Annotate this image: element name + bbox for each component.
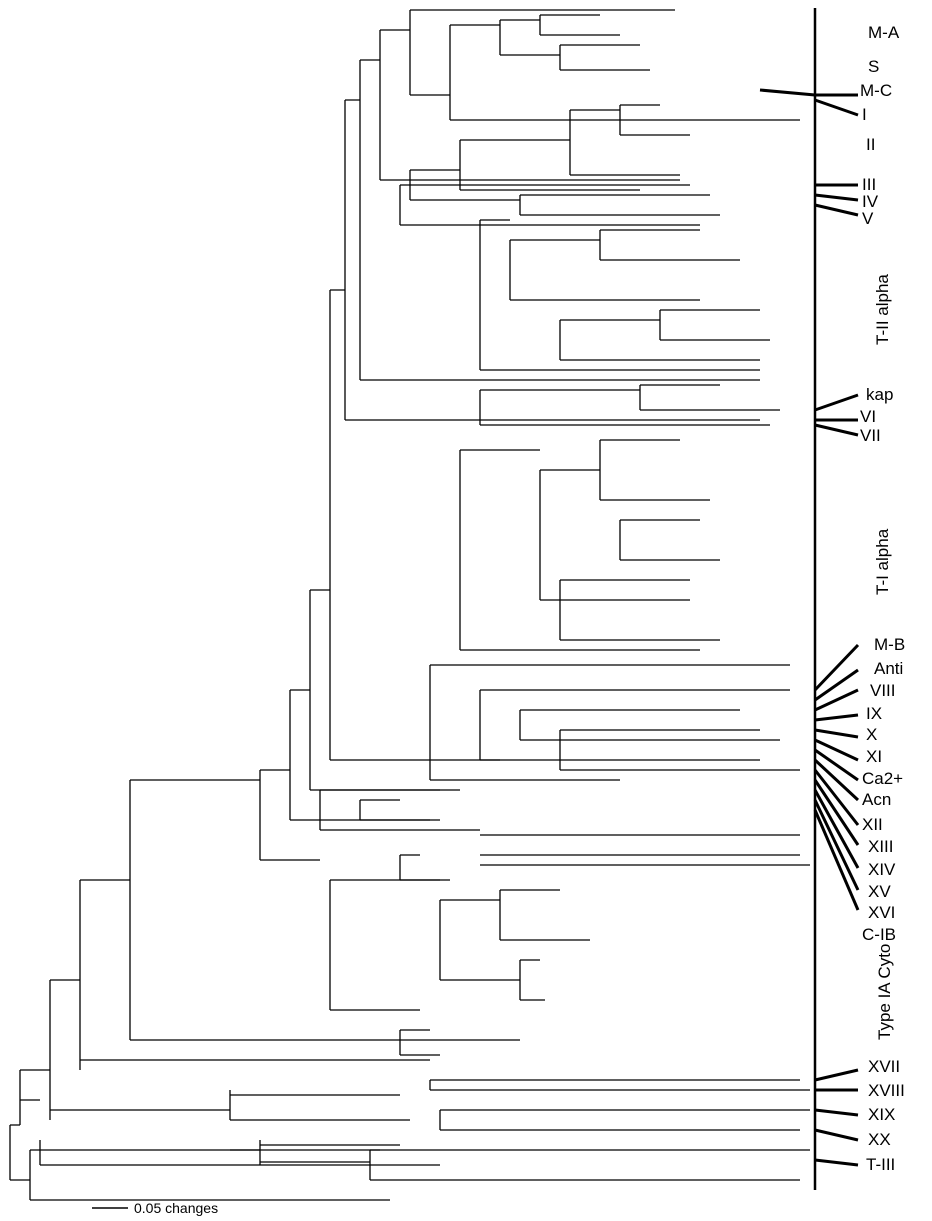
clade-labels: M-A S M-C I II III IV V T-II alpha kap V… (860, 23, 905, 1174)
label-xix: XIX (868, 1105, 895, 1124)
label-leaders (759, 88, 860, 1167)
label-xv: XV (868, 882, 891, 901)
label-xvi: XVI (868, 903, 895, 922)
label-xx: XX (868, 1130, 891, 1149)
label-iii: III (862, 175, 876, 194)
label-t-ii-alpha: T-II alpha (873, 274, 892, 345)
label-xviii: XVIII (868, 1081, 905, 1100)
label-m-c: M-C (860, 81, 892, 100)
label-t-i-alpha: T-I alpha (873, 528, 892, 595)
label-viii: VIII (870, 681, 896, 700)
label-m-b: M-B (874, 635, 905, 654)
label-iv: IV (862, 192, 879, 211)
label-vii: VII (860, 426, 881, 445)
scale-bar: 0.05 changes (92, 1200, 218, 1216)
label-xi: XI (866, 747, 882, 766)
label-c-ib: C-IB (862, 925, 896, 944)
label-type-ia-cyto: Type IA Cyto (875, 944, 894, 1040)
label-xvii: XVII (868, 1057, 900, 1076)
label-v: V (862, 209, 874, 228)
label-xii: XII (862, 815, 883, 834)
label-s: S (868, 57, 879, 76)
label-i: I (862, 105, 867, 124)
label-xiv: XIV (868, 860, 896, 879)
label-acn: Acn (862, 790, 891, 809)
label-ii: II (866, 135, 875, 154)
label-x: X (866, 725, 877, 744)
label-vi: VI (860, 407, 876, 426)
label-xiii: XIII (868, 837, 894, 856)
label-ca2: Ca2+ (862, 769, 903, 788)
tree-branches (9, 9, 810, 1201)
scale-bar-label: 0.05 changes (134, 1200, 218, 1216)
label-m-a: M-A (868, 23, 900, 42)
label-anti: Anti (874, 659, 903, 678)
label-t-iii: T-III (866, 1155, 895, 1174)
label-ix: IX (866, 704, 882, 723)
label-kap: kap (866, 385, 893, 404)
